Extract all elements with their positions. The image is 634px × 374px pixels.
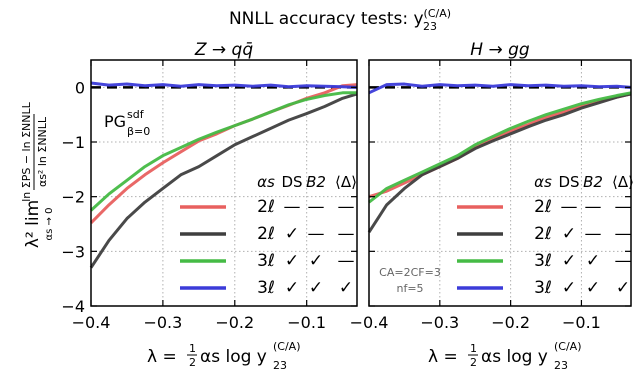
legend-cell: ✓ [285,278,299,298]
y-axis-label-limit: αs → 0 [44,208,55,241]
right-legend: αs DS B2 ⟨Δ⟩ 2ℓ — — — 2ℓ ✓ — — 3ℓ ✓ ✓ — 3ℓ ✓ ✓ ✓ [457,173,634,298]
svg-text:1: 1 [470,342,477,355]
series-line-2 [368,91,632,204]
plot-frame [368,59,632,307]
svg-text:2: 2 [189,356,196,369]
left-x-axis-label: λ = 1 2 αs log y 23 (C/A) [147,340,301,372]
series-line-2 [89,91,357,212]
legend-header: ⟨Δ⟩ [612,173,634,191]
y-tick-label: −1 [61,133,85,152]
svg-text:1: 1 [189,342,196,355]
svg-text:λ =: λ = [147,347,177,367]
legend-cell: — [615,251,632,271]
legend-cell: ✓ [562,251,576,271]
legend-label: 3ℓ [534,278,552,298]
casimir-annotation: CA=2CF=3 nf=5 [379,266,441,295]
series-line-3 [368,82,632,95]
legend-header: ⟨Δ⟩ [335,173,357,191]
legend-label: 3ℓ [257,278,275,298]
x-tick-label: −0.1 [562,313,601,332]
x-tick-label: −0.4 [350,313,389,332]
svg-text:2: 2 [470,356,477,369]
right-x-axis-label: λ = 1 2 αs log y 23 (C/A) [428,340,582,372]
legend-cell: ✓ [309,278,323,298]
parton-shower-label: PG sdf β=0 [104,108,150,138]
legend-cell: ✓ [285,224,299,244]
series-line-1 [89,92,358,269]
svg-text:23: 23 [273,359,287,372]
y-tick-label: −2 [61,188,85,207]
legend-cell: — [615,197,632,217]
legend-cell: — [615,224,632,244]
legend-label: 2ℓ [257,224,275,244]
svg-text:PG: PG [104,112,126,131]
legend-header: B2 [583,173,603,191]
legend-cell: ✓ [616,278,630,298]
svg-text:(C/A): (C/A) [273,340,301,353]
figure-title: NNLL accuracy tests: y(C/A) 23 [229,7,451,33]
legend-cell: ✓ [309,251,323,271]
svg-text:β=0: β=0 [127,125,150,138]
svg-text:CA=2CF=3: CA=2CF=3 [379,266,441,279]
series-line-3 [90,81,358,89]
right-panel-title: H → gg [470,40,530,60]
legend-label: 2ℓ [257,197,275,217]
legend-cell: ✓ [285,251,299,271]
x-tick-label: −0.3 [143,313,182,332]
legend-cell: ✓ [586,278,600,298]
legend-label: 2ℓ [534,224,552,244]
x-tick-label: −0.4 [72,313,111,332]
x-tick-label: −0.2 [491,313,530,332]
left-legend: αs DS B2 ⟨Δ⟩ 2ℓ — — — 2ℓ ✓ — — 3ℓ ✓ ✓ — 3ℓ ✓ ✓ ✓ [180,173,357,298]
plot-frame [90,59,358,307]
legend-label: 2ℓ [534,197,552,217]
legend-cell: ✓ [562,278,576,298]
y-axis-label-numerator: ln ΣPS − ln ΣNNLL [20,101,33,201]
legend-header: DS [558,173,579,191]
legend-cell: — [585,224,602,244]
legend-label: 3ℓ [257,251,275,271]
svg-text:αs log y: αs log y [200,347,267,367]
x-tick-label: −0.3 [420,313,459,332]
svg-text:nf=5: nf=5 [396,282,423,295]
left-panel: −0.4 −0.3 −0.2 −0.1 −4 −3 −2 −1 0 [61,59,358,332]
legend-cell: — [308,224,325,244]
x-tick-label: −0.1 [287,313,326,332]
left-panel-title: Z → qq̄ [194,40,253,60]
svg-text:αs log y: αs log y [481,347,548,367]
y-tick-label: −4 [61,297,85,316]
legend-header: B2 [306,173,326,191]
legend-cell: ✓ [339,278,353,298]
legend-cell: ✓ [562,224,576,244]
legend-header: DS [281,173,302,191]
legend-cell: — [284,197,301,217]
svg-text:(C/A): (C/A) [554,340,582,353]
y-axis-label-denominator: αs² ln ΣNNLL [36,116,49,187]
legend-cell: — [338,251,355,271]
legend-header: αs [534,173,552,191]
legend-cell: ✓ [586,251,600,271]
legend-cell: — [338,224,355,244]
x-tick-label: −0.2 [215,313,254,332]
y-axis-label-lhs: λ² lim [23,200,43,248]
right-panel: −0.4 −0.3 −0.2 −0.1 [350,59,632,332]
y-tick-label: −3 [61,242,85,261]
legend-cell: — [338,197,355,217]
legend-label: 3ℓ [534,251,552,271]
y-tick-label: 0 [75,78,85,97]
series-line-0 [368,92,632,199]
svg-text:λ =: λ = [428,347,458,367]
legend-cell: — [585,197,602,217]
svg-text:23: 23 [554,359,568,372]
svg-text:sdf: sdf [127,108,145,121]
legend-header: αs [257,173,275,191]
y-axis-label: λ² lim αs → 0 ln ΣPS − ln ΣNNLL αs² ln Σ… [20,101,55,248]
legend-cell: — [561,197,578,217]
series-line-1 [367,92,632,234]
legend-cell: — [308,197,325,217]
